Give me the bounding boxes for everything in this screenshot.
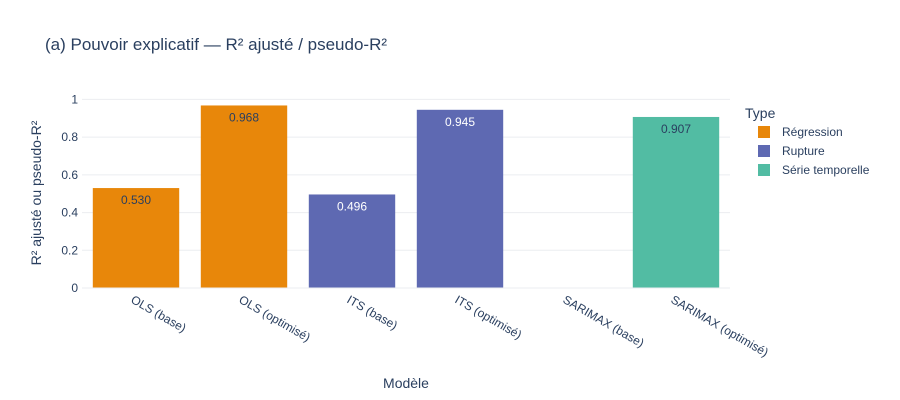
legend-entry: Rupture [782, 144, 825, 158]
legend-title: Type [745, 105, 776, 121]
y-axis-title: R² ajusté ou pseudo-R² [28, 120, 44, 265]
y-tick-label: 0.8 [61, 130, 78, 144]
y-tick-label: 0.4 [61, 206, 78, 220]
bar [308, 194, 396, 288]
y-tick-label: 0.6 [61, 168, 78, 182]
legend-swatch [758, 126, 770, 138]
legend-swatch [758, 145, 770, 157]
x-tick-label: OLS (base) [129, 292, 189, 335]
y-axis-ticks: 0 0.2 0.4 0.6 0.8 1 [61, 92, 78, 295]
bars: 0.530 0.968 0.496 0.945 0.907 [92, 105, 720, 288]
legend: Type Régression Rupture Série temporelle [745, 105, 870, 177]
bar-value-label: 0.945 [445, 115, 475, 129]
x-tick-label: ITS (base) [345, 292, 401, 332]
y-tick-label: 0 [71, 281, 78, 295]
x-tick-label: SARIMAX (base) [561, 292, 647, 350]
x-axis-title: Modèle [383, 375, 429, 391]
bar-value-label: 0.968 [229, 110, 259, 124]
x-tick-label: SARIMAX (optimisé) [669, 292, 771, 359]
legend-entry: Série temporelle [782, 163, 870, 177]
legend-swatch [758, 164, 770, 176]
bar [632, 116, 720, 288]
y-tick-label: 1 [71, 92, 78, 106]
bar [92, 188, 180, 288]
x-tick-label: OLS (optimisé) [237, 292, 313, 344]
chart-title: (a) Pouvoir explicatif — R² ajusté / pse… [45, 35, 387, 54]
x-tick-label: ITS (optimisé) [453, 292, 525, 341]
x-axis-ticks: OLS (base) OLS (optimisé) ITS (base) ITS (o… [129, 292, 771, 359]
bar-value-label: 0.496 [337, 199, 367, 213]
y-tick-label: 0.2 [61, 243, 78, 257]
legend-entry: Régression [782, 125, 843, 139]
bar [200, 105, 288, 288]
bar [416, 109, 504, 288]
bar-value-label: 0.907 [661, 122, 691, 136]
gridlines [82, 98, 730, 251]
bar-value-label: 0.530 [121, 193, 151, 207]
